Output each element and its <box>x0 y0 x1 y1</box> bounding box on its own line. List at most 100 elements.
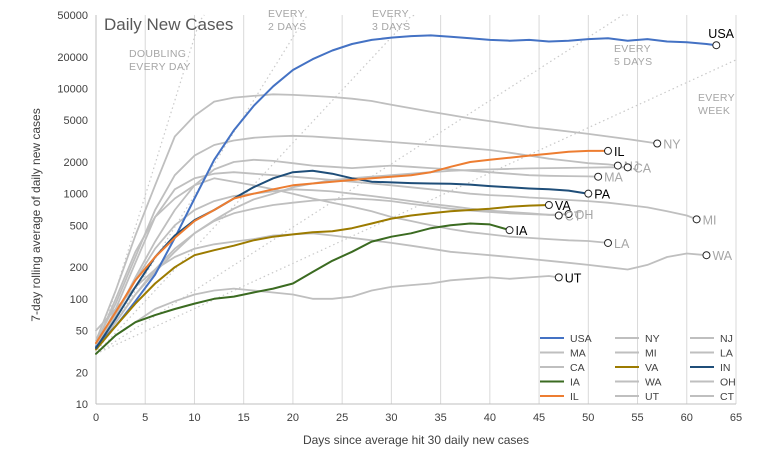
end-marker-ut <box>554 273 563 282</box>
y-tick-label-20000: 20000 <box>57 52 88 64</box>
series-line-ca <box>95 166 629 348</box>
guide-label-line: 3 DAYS <box>372 21 410 33</box>
end-marker-ia <box>505 226 514 235</box>
legend-label-ct: CT <box>720 391 735 403</box>
legend-label-il: IL <box>570 391 579 403</box>
y-tick-label-500: 500 <box>70 220 88 232</box>
guide-label-3d: EVERY 3 DAYS <box>372 8 410 33</box>
end-marker-ma <box>594 172 603 181</box>
end-label-ca: CA <box>634 161 652 175</box>
legend-label-in: IN <box>720 362 731 374</box>
axes: 0 5 10 15 20 25 30 35 40 45 50 55 60 65 10 20 50 100 200 50… <box>57 10 742 424</box>
y-tick-label-2000: 2000 <box>64 157 88 169</box>
series-line-ma <box>95 158 600 347</box>
series-line-wa <box>95 232 708 332</box>
guide-label-line: EVERY <box>698 92 735 104</box>
series-line-ct <box>95 188 560 347</box>
guide-label-line: EVERY <box>268 8 305 20</box>
end-marker-la <box>604 238 612 247</box>
end-label-ut: UT <box>565 271 582 285</box>
x-tick-label-15: 15 <box>238 412 250 424</box>
end-label-oh: OH <box>575 208 594 222</box>
end-marker-va <box>544 201 553 210</box>
y-tick-label-50000: 50000 <box>57 10 88 22</box>
end-label-ct: CT <box>565 210 582 224</box>
x-tick-label-55: 55 <box>631 412 643 424</box>
series-line-usa <box>95 34 718 348</box>
end-marker-oh <box>564 210 573 219</box>
legend-label-ut: UT <box>645 391 660 403</box>
end-label-usa: USA <box>708 27 734 41</box>
series-line-mi <box>95 171 698 348</box>
end-marker-usa <box>712 41 721 50</box>
guide-label-1d: DOUBLING EVERY DAY <box>129 48 191 73</box>
y-axis-title: 7-day rolling average of daily new cases <box>29 108 43 321</box>
doubling-guide-7d <box>95 59 737 355</box>
end-marker-ny <box>653 139 662 148</box>
legend-label-ca: CA <box>570 362 585 374</box>
y-tick-label-200: 200 <box>70 262 88 274</box>
x-tick-label-25: 25 <box>336 412 348 424</box>
x-tick-label-30: 30 <box>385 412 397 424</box>
legend-label-wa: WA <box>645 377 662 389</box>
legend-label-usa: USA <box>570 333 592 345</box>
y-tick-label-1000: 1000 <box>64 189 88 201</box>
series-line-ia <box>95 222 511 355</box>
end-label-il: IL <box>614 145 624 159</box>
series-line-il <box>95 149 609 344</box>
end-label-ma: MA <box>604 171 623 185</box>
y-tick-label-10: 10 <box>76 399 88 411</box>
y-tick-label-100: 100 <box>70 294 88 306</box>
guide-label-line: EVERY <box>614 43 651 55</box>
end-marker-il <box>604 146 612 155</box>
x-tick-label-50: 50 <box>582 412 594 424</box>
legend-label-oh: OH <box>720 377 736 389</box>
legend-label-ny: NY <box>645 333 660 345</box>
legend: USA NY NJ MA MI LA CA VA IN IA WA OH IL UT CT <box>540 333 736 403</box>
y-tick-label-10000: 10000 <box>57 84 88 96</box>
end-marker-nj <box>613 161 622 170</box>
legend-label-la: LA <box>720 348 733 360</box>
series-line-va <box>95 204 550 351</box>
legend-label-va: VA <box>645 362 658 374</box>
guide-label-2d: EVERY 2 DAYS <box>268 8 306 33</box>
y-tick-label-5000: 5000 <box>64 115 88 127</box>
x-tick-label-5: 5 <box>142 412 148 424</box>
guide-label-line: WEEK <box>698 105 730 117</box>
legend-label-ia: IA <box>570 377 580 389</box>
end-marker-in <box>584 189 593 198</box>
series-line-la <box>95 177 609 346</box>
end-marker-mi <box>692 215 701 224</box>
x-tick-label-0: 0 <box>93 412 99 424</box>
x-tick-label-60: 60 <box>681 412 693 424</box>
x-tick-label-20: 20 <box>287 412 299 424</box>
legend-label-mi: MI <box>645 348 657 360</box>
x-tick-label-40: 40 <box>484 412 496 424</box>
series-line-ut <box>95 275 560 355</box>
end-label-va: VA <box>555 199 571 213</box>
guide-label-5d: EVERY 5 DAYS <box>614 43 652 68</box>
guide-label-line: 2 DAYS <box>268 21 306 33</box>
x-tick-label-65: 65 <box>730 412 742 424</box>
end-label-mi: MI <box>703 213 717 227</box>
series-lines <box>95 34 718 355</box>
series-line-oh <box>95 197 570 349</box>
legend-label-nj: NJ <box>720 333 733 345</box>
x-tick-label-10: 10 <box>188 412 200 424</box>
y-tick-label-50: 50 <box>76 325 88 337</box>
guide-label-line: EVERY <box>372 8 409 20</box>
end-label-wa: WA <box>712 249 732 263</box>
end-label-ia: IA <box>516 224 528 238</box>
chart-title: Daily New Cases <box>104 15 233 34</box>
x-axis-title: Days since average hit 30 daily new case… <box>303 433 529 447</box>
end-marker-wa <box>702 251 711 260</box>
end-label-la: LA <box>614 237 630 251</box>
x-tick-label-45: 45 <box>533 412 545 424</box>
guide-label-line: 5 DAYS <box>614 56 652 68</box>
doubling-guide-3d <box>95 14 417 355</box>
series-line-ny <box>95 93 659 342</box>
end-label-ny: NY <box>663 137 681 151</box>
